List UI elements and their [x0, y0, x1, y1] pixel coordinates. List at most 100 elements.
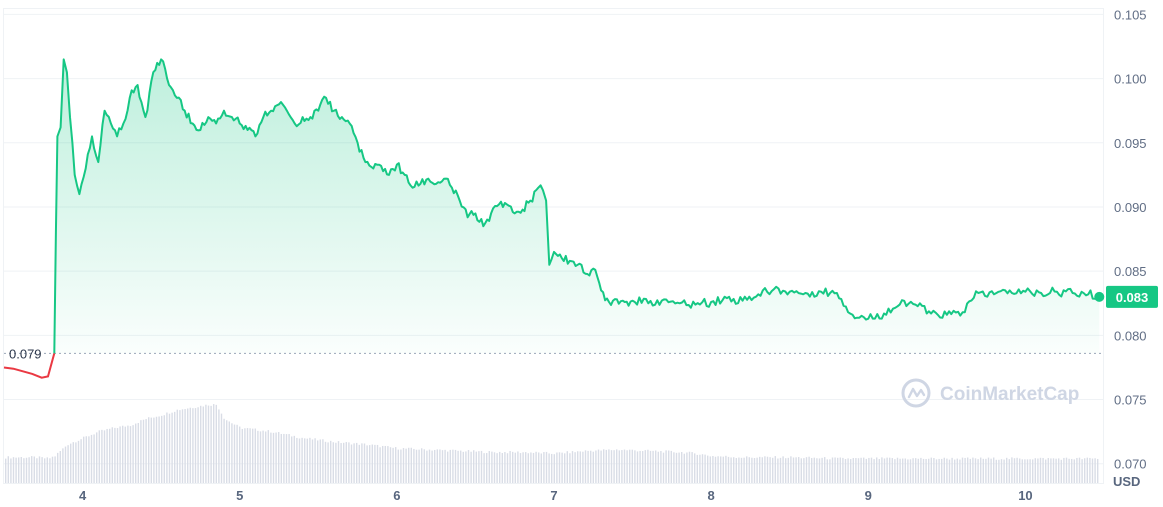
volume-bar — [772, 457, 774, 483]
volume-bar — [639, 450, 641, 483]
y-tick-label: 0.075 — [1114, 393, 1147, 408]
volume-bar — [522, 452, 524, 483]
volume-bar — [236, 424, 238, 483]
volume-bar — [387, 446, 389, 483]
volume-bar — [314, 438, 316, 483]
volume-bar — [265, 431, 267, 483]
reference-price-label: 0.079 — [9, 346, 42, 361]
volume-bar — [259, 431, 262, 483]
volume-bar — [337, 441, 340, 483]
volume-bar — [787, 457, 789, 483]
y-tick-label: 0.100 — [1114, 72, 1147, 87]
volume-bar — [670, 450, 672, 483]
volume-bar — [675, 452, 678, 483]
volume-bar — [306, 438, 308, 483]
volume-bar — [850, 459, 852, 483]
volume-bar — [1084, 458, 1086, 483]
volume-bar — [657, 451, 659, 483]
volume-bar — [538, 452, 540, 483]
volume-bar — [184, 409, 186, 483]
volume-bar — [439, 449, 441, 483]
volume-bar — [891, 458, 893, 483]
volume-bar — [350, 444, 353, 483]
volume-bar — [452, 449, 454, 483]
volume-bar — [410, 447, 412, 483]
volume-bar — [33, 456, 35, 483]
volume-bar — [961, 457, 964, 483]
volume-bar — [335, 442, 337, 483]
volume-bar — [197, 407, 199, 483]
volume-bar — [291, 436, 293, 483]
volume-bar — [470, 451, 472, 483]
volume-bar — [566, 451, 568, 483]
volume-bar — [231, 423, 233, 483]
volume-bar — [142, 419, 145, 483]
y-tick-label: 0.070 — [1114, 457, 1147, 472]
volume-bar — [915, 458, 917, 483]
volume-bar — [402, 448, 405, 483]
volume-bar — [345, 442, 347, 483]
volume-bar — [930, 457, 932, 483]
volume-bar — [389, 447, 392, 483]
volume-bar — [644, 450, 646, 483]
volume-bar — [488, 451, 490, 483]
volume-bar — [1078, 457, 1081, 483]
coinmarketcap-logo-icon — [901, 378, 931, 408]
volume-bar — [1016, 457, 1018, 483]
volume-bar — [122, 425, 124, 483]
volume-bar — [769, 457, 771, 483]
volume-bar — [899, 458, 901, 483]
volume-bar — [873, 459, 875, 483]
volume-bar — [1037, 458, 1039, 483]
volume-bar — [296, 437, 298, 483]
volume-bar — [735, 458, 737, 483]
volume-bar — [1003, 459, 1005, 483]
volume-bar — [423, 449, 425, 483]
volume-bar — [181, 409, 184, 483]
volume-bar — [587, 450, 589, 483]
volume-bar — [1047, 458, 1049, 483]
volume-bar — [311, 439, 314, 483]
volume-bar — [532, 452, 535, 483]
volume-bar — [241, 428, 243, 483]
volume-bar — [1024, 459, 1026, 483]
volume-bar — [1052, 458, 1055, 483]
volume-bar — [428, 449, 431, 483]
volume-bar — [824, 457, 826, 483]
volume-bar — [626, 450, 628, 483]
volume-bar — [1026, 459, 1029, 483]
volume-bar — [207, 405, 210, 483]
volume-bar — [738, 457, 740, 483]
volume-bar — [964, 457, 966, 483]
volume-bar — [5, 458, 7, 483]
volume-bar — [1065, 457, 1068, 483]
volume-bar — [369, 445, 371, 483]
volume-bar — [298, 438, 301, 483]
volume-bar — [766, 456, 769, 483]
volume-bar — [972, 457, 974, 483]
volume-bar — [218, 409, 220, 483]
volume-bar — [548, 453, 550, 483]
volume-bar — [54, 456, 56, 483]
volume-bar — [673, 452, 675, 483]
volume-bar — [826, 459, 828, 483]
y-tick-label: 0.080 — [1114, 328, 1147, 343]
volume-bar — [946, 458, 948, 483]
current-price-marker: 0.083 — [1094, 285, 1158, 308]
volume-bar — [262, 430, 264, 483]
current-price-value: 0.083 — [1116, 290, 1149, 305]
volume-bar — [556, 452, 558, 483]
volume-bar — [202, 406, 204, 483]
volume-bar — [608, 449, 610, 483]
x-tick-label: 8 — [708, 488, 715, 503]
watermark-text: CoinMarketCap — [940, 384, 1079, 405]
volume-bar — [252, 428, 254, 483]
volume-bar — [7, 456, 9, 483]
volume-bar — [860, 457, 862, 483]
volume-bar — [114, 427, 116, 483]
volume-bar — [712, 455, 714, 483]
volume-bar — [636, 451, 639, 483]
volume-bar — [579, 451, 581, 483]
volume-bar — [977, 459, 979, 483]
